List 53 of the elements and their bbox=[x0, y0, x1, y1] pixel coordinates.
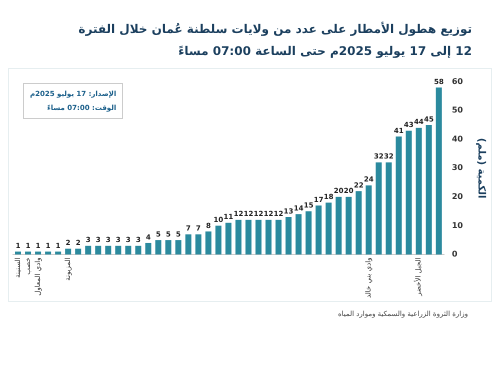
bar bbox=[175, 240, 182, 254]
bar bbox=[95, 246, 102, 254]
bar bbox=[416, 128, 422, 254]
bar bbox=[396, 136, 402, 254]
chart-title: توزيع هطول الأمطار على عدد من ولايات سلطنة عُمان خلال الفترة bbox=[77, 22, 472, 36]
bar bbox=[115, 246, 122, 254]
bar bbox=[406, 130, 412, 254]
y-axis-title: الكمية (ملم) bbox=[475, 138, 486, 198]
bar bbox=[306, 211, 312, 254]
bar bbox=[326, 202, 332, 254]
bar bbox=[225, 222, 232, 254]
chart-subtitle: 12 إلى 17 يوليو 2025م حتى الساعة 07:00 مساءً bbox=[177, 44, 472, 58]
bar bbox=[356, 191, 362, 254]
bar bbox=[45, 252, 52, 254]
bar bbox=[296, 214, 302, 254]
bar bbox=[426, 124, 432, 254]
y-tick-label: 30 bbox=[452, 163, 464, 172]
bar bbox=[266, 220, 272, 254]
bar bbox=[205, 231, 212, 254]
bar bbox=[25, 252, 32, 254]
bar bbox=[436, 88, 442, 254]
bar bbox=[165, 240, 172, 254]
bar bbox=[286, 217, 292, 254]
bar bbox=[255, 220, 262, 254]
bar bbox=[15, 252, 22, 254]
bar bbox=[276, 220, 282, 254]
bar bbox=[55, 252, 62, 254]
bar bbox=[215, 226, 222, 254]
y-tick-label: 60 bbox=[452, 76, 464, 86]
y-tick-label: 0 bbox=[452, 250, 458, 259]
bar bbox=[105, 246, 112, 254]
bar bbox=[366, 185, 372, 254]
bar bbox=[336, 196, 342, 254]
bar bbox=[386, 162, 392, 254]
bar bbox=[245, 220, 252, 254]
y-tick-label: 10 bbox=[452, 220, 464, 230]
bar bbox=[85, 246, 92, 254]
bar bbox=[135, 246, 142, 254]
bar bbox=[75, 248, 82, 254]
bar bbox=[65, 248, 72, 254]
y-tick-label: 50 bbox=[452, 106, 464, 115]
bar bbox=[376, 162, 382, 254]
bar bbox=[185, 234, 192, 254]
bar bbox=[316, 206, 322, 254]
bar bbox=[235, 220, 242, 254]
y-tick-label: 20 bbox=[452, 192, 464, 201]
bar bbox=[125, 246, 132, 254]
bar bbox=[195, 234, 202, 254]
bar bbox=[145, 242, 152, 254]
bar bbox=[346, 196, 352, 254]
bar bbox=[35, 252, 42, 254]
bar bbox=[155, 240, 162, 254]
y-tick-label: 40 bbox=[452, 134, 464, 144]
